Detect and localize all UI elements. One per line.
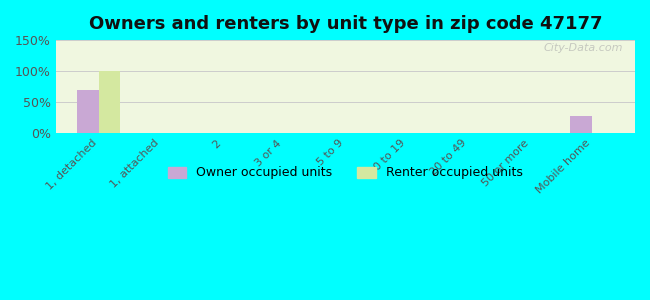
Text: City-Data.com: City-Data.com xyxy=(544,43,623,53)
Bar xyxy=(99,71,120,133)
Bar xyxy=(570,116,592,133)
Bar xyxy=(77,90,99,133)
Legend: Owner occupied units, Renter occupied units: Owner occupied units, Renter occupied un… xyxy=(162,161,528,184)
Title: Owners and renters by unit type in zip code 47177: Owners and renters by unit type in zip c… xyxy=(88,15,602,33)
